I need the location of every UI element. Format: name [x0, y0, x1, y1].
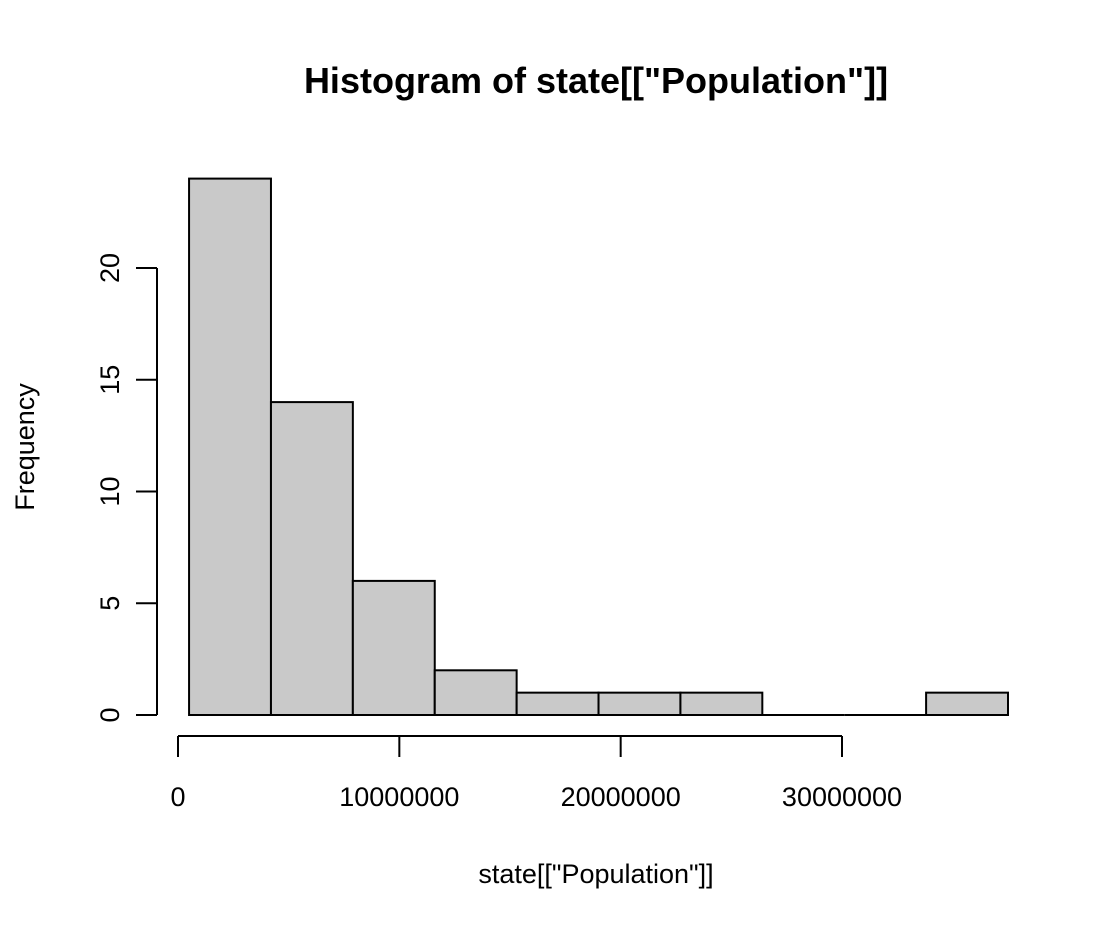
histogram-bar-2 [269, 401, 354, 716]
histogram-bar-1 [188, 177, 272, 717]
x-axis-label: state[["Population"]] [478, 859, 713, 889]
histogram-bar-5 [515, 691, 600, 717]
histogram-bar-6 [597, 691, 682, 717]
histogram-bar-4 [433, 669, 518, 716]
y-axis: 0 5 10 15 20 [95, 253, 158, 723]
x-tick-label-2: 20000000 [561, 782, 681, 812]
y-tick-label-3: 15 [95, 365, 125, 395]
y-tick-label-1: 5 [95, 596, 125, 611]
bars-group [188, 177, 1010, 717]
x-tick-label-0: 0 [170, 782, 185, 812]
histogram-bar-10 [925, 691, 1010, 717]
x-tick-label-3: 30000000 [782, 782, 902, 812]
chart-title: Histogram of state[["Population"]] [304, 60, 888, 101]
histogram-bar-7 [679, 691, 764, 717]
x-axis: 0 10000000 20000000 30000000 [170, 735, 902, 812]
histogram-bar-3 [351, 579, 436, 717]
x-tick-label-1: 10000000 [339, 782, 459, 812]
y-tick-label-0: 0 [95, 707, 125, 722]
y-tick-label-4: 20 [95, 253, 125, 283]
y-axis-label: Frequency [10, 383, 40, 511]
y-tick-label-2: 10 [95, 476, 125, 506]
